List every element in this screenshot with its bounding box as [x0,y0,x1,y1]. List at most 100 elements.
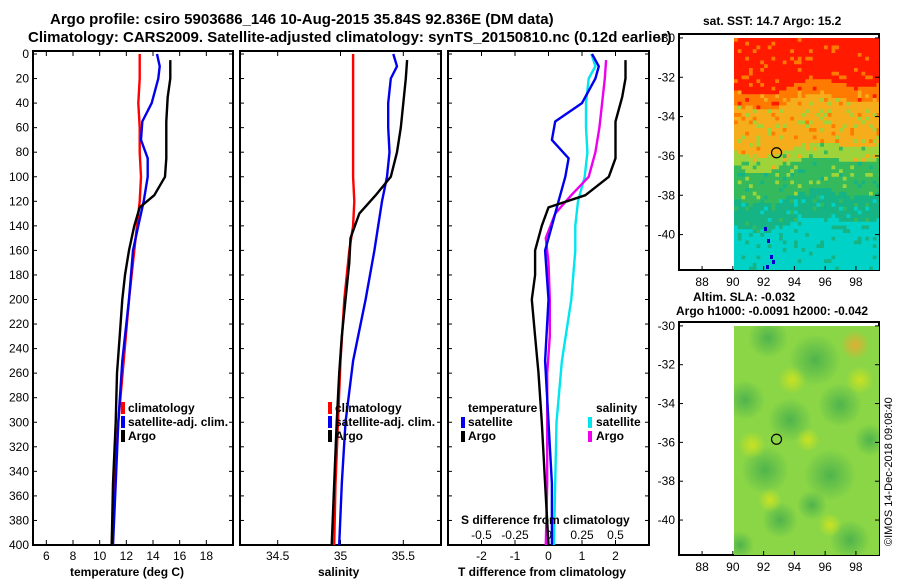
sst-cell [794,165,799,170]
sst-cell [835,259,840,264]
sst-cell [816,176,821,181]
sst-cell [872,75,877,80]
sst-cell [831,184,836,189]
sst-cell [752,188,757,193]
sst-cell [850,240,855,245]
sst-cell [861,248,866,253]
sst-cell [850,86,855,91]
sst-cell [869,225,874,230]
sst-cell [752,90,757,95]
sst-cell [872,64,877,69]
legend-title-temperature: temperature [468,401,538,415]
sst-cell [801,233,806,238]
sst-cell [809,143,814,148]
sst-cell [857,150,862,155]
sst-cell [816,244,821,249]
sst-cell [861,150,866,155]
sst-cell [869,154,874,159]
depth-tick-label: 340 [9,464,29,478]
sst-cell [749,68,754,73]
sst-cell [842,199,847,204]
sst-cell [846,184,851,189]
sst-cell [737,71,742,76]
depth-tick-label: 380 [9,513,29,527]
sst-cell [827,105,832,110]
sst-cell [857,116,862,121]
sst-cell [764,120,769,125]
sst-cell [861,41,866,46]
sst-cell [872,86,877,91]
sst-cell [876,116,879,121]
sst-cell [752,146,757,151]
sst-cell [831,214,836,219]
sst-cell [760,86,765,91]
sst-cell [737,49,742,54]
sst-cell [839,71,844,76]
sst-cell [865,161,870,166]
sst-cell [741,131,746,136]
sst-cell [749,154,754,159]
sst-cell [831,266,836,270]
sst-cell [827,165,832,170]
sst-cell [876,165,879,170]
sst-cell [812,146,817,151]
sst-cell [816,180,821,185]
sst-cell [812,233,817,238]
sst-cell [775,139,780,144]
sst-cell [749,188,754,193]
sst-cell [767,263,772,268]
sst-cell [764,146,769,151]
sst-cell [827,86,832,91]
sst-cell [749,45,754,50]
sst-cell [839,184,844,189]
sst-cell [809,75,814,80]
sst-cell [756,49,761,54]
sst-cell [831,135,836,140]
sst-cell [835,214,840,219]
sst-cell [865,255,870,260]
sst-cell [809,98,814,103]
sst-cell [760,154,765,159]
sst-cell [809,49,814,54]
sst-cell [767,143,772,148]
sst-cell [805,195,810,200]
sst-cell [767,139,772,144]
sst-cell [782,225,787,230]
sst-cell [756,165,761,170]
sst-cell [805,38,810,43]
sst-cell [801,113,806,118]
sst-cell [790,68,795,73]
sst-cell [775,64,780,69]
sst-cell [797,188,802,193]
difference-legend: temperature satellite Argo salinity sate… [461,401,641,443]
sst-cell [782,165,787,170]
sst-cell [820,161,825,166]
sla-blob [738,431,766,459]
sst-cell [816,98,821,103]
sst-cell [794,214,799,219]
sst-cell [786,218,791,223]
sst-cell [861,229,866,234]
sst-cell [741,90,746,95]
sst-cell [749,158,754,163]
sst-cell [861,38,866,43]
sst-cell [846,251,851,256]
sst-cell [876,240,879,245]
sst-cell [767,176,772,181]
sst-cell [872,206,877,211]
sst-cell [812,180,817,185]
sst-cell [839,64,844,69]
sst-cell [760,259,765,264]
sst-cell [865,191,870,196]
sst-cell [842,263,847,268]
sst-cell [749,218,754,223]
sst-cell [842,146,847,151]
sst-cell [869,64,874,69]
sst-cell [760,135,765,140]
sst-cell [741,56,746,61]
sst-cell [767,53,772,58]
sst-cell [842,214,847,219]
sst-cell [861,263,866,268]
sst-cell [734,255,739,260]
sst-cell [760,83,765,88]
